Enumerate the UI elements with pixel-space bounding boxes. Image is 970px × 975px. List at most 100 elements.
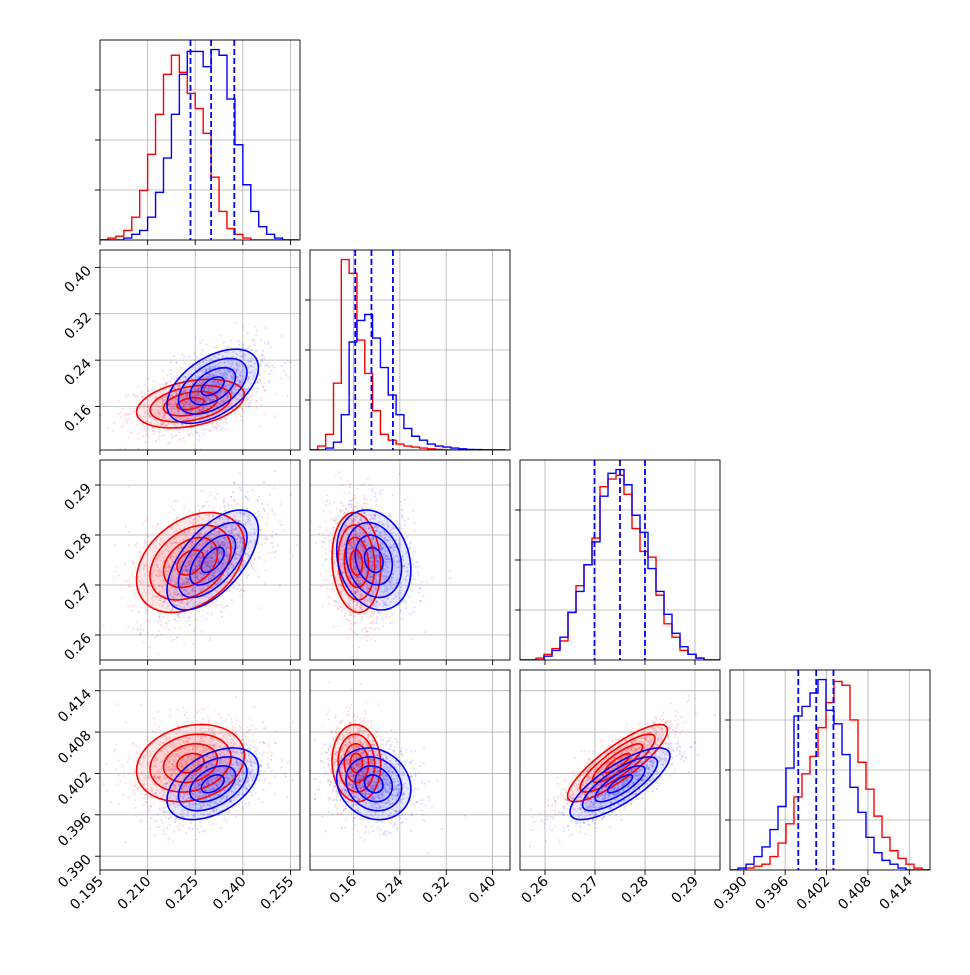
scatter-point-blue [343,512,345,514]
scatter-point-red [163,377,165,379]
scatter-point-red [160,435,162,437]
scatter-point-red [146,517,148,519]
scatter-point-blue [279,584,281,586]
scatter-point-red [142,523,144,525]
scatter-point-red [330,518,332,520]
scatter-point-blue [176,637,178,639]
scatter-point-red [240,416,242,418]
scatter-point-blue [272,551,274,553]
scatter-point-blue [223,505,225,507]
scatter-point-blue [262,350,264,352]
scatter-point-red [264,542,266,544]
scatter-point-red [157,523,159,525]
scatter-point-red [174,500,176,502]
scatter-point-blue [175,361,177,363]
scatter-point-red [234,412,236,414]
scatter-point-red [151,389,153,391]
scatter-point-blue [264,390,266,392]
scatter-point-red [263,413,265,415]
scatter-point-red [154,636,156,638]
scatter-point-red [142,629,144,631]
scatter-point-red [153,380,155,382]
scatter-point-red [156,430,158,432]
scatter-point-blue [223,500,225,502]
scatter-point-red [107,427,109,429]
scatter-point-red [208,505,210,507]
scatter-point-blue [401,509,403,511]
scatter-point-blue [221,427,223,429]
scatter-point-blue [264,357,266,359]
scatter-point-blue [171,378,173,380]
scatter-point-blue [340,501,342,503]
scatter-point-red [343,509,345,511]
scatter-point-blue [240,489,242,491]
scatter-point-red [331,589,333,591]
scatter-point-blue [371,488,373,490]
scatter-point-blue [215,427,217,429]
histogram-red-step [310,260,506,450]
scatter-point-red [287,377,289,379]
scatter-point-blue [374,628,376,630]
scatter-point-blue [189,624,191,626]
scatter-point-blue [201,339,203,341]
scatter-point-red [325,579,327,581]
scatter-point-blue [239,487,241,489]
scatter-point-blue [148,646,150,648]
scatter-point-red [267,517,269,519]
scatter-point-blue [231,504,233,506]
scatter-point-blue [252,567,254,569]
scatter-point-blue [193,352,195,354]
scatter-point-blue [264,365,266,367]
scatter-point-blue [198,439,200,441]
scatter-point-red [156,525,158,527]
scatter-point-red [335,475,337,477]
scatter-point-red [201,461,203,463]
scatter-point-blue [219,610,221,612]
scatter-point-blue [255,325,257,327]
scatter-point-red [125,417,127,419]
scatter-point-red [168,381,170,383]
scatter-point-blue [271,369,273,371]
scatter-point-red [211,426,213,428]
scatter-point-blue [263,481,265,483]
scatter-point-red [143,641,145,643]
scatter-point-blue [281,365,283,367]
scatter-point-red [274,415,276,417]
scatter-point-red [108,401,110,403]
scatter-point-red [145,434,147,436]
scatter-point-blue [241,420,243,422]
scatter-point-red [345,618,347,620]
scatter-point-red [131,421,133,423]
scatter-point-blue [388,616,390,618]
scatter-point-blue [168,629,170,631]
scatter-point-red [192,643,194,645]
scatter-point-red [175,518,177,520]
scatter-point-blue [139,634,141,636]
scatter-point-blue [283,529,285,531]
scatter-point-red [254,558,256,560]
scatter-point-red [209,491,211,493]
scatter-point-red [210,494,212,496]
scatter-point-red [329,550,331,552]
scatter-point-blue [201,490,203,492]
scatter-point-blue [158,615,160,617]
scatter-point-red [141,429,143,431]
scatter-point-blue [241,343,243,345]
scatter-point-blue [156,635,158,637]
scatter-point-blue [286,395,288,397]
scatter-point-blue [258,496,260,498]
scatter-point-blue [407,518,409,520]
scatter-point-blue [271,530,273,532]
scatter-point-red [219,507,221,509]
scatter-point-blue [162,369,164,371]
scatter-point-blue [183,355,185,357]
scatter-point-blue [238,583,240,585]
scatter-point-blue [280,524,282,526]
scatter-point-red [221,611,223,613]
scatter-point-red [246,399,248,401]
scatter-point-red [347,480,349,482]
scatter-point-blue [198,610,200,612]
scatter-point-blue [217,604,219,606]
scatter-point-red [329,511,331,513]
scatter-point-blue [247,405,249,407]
